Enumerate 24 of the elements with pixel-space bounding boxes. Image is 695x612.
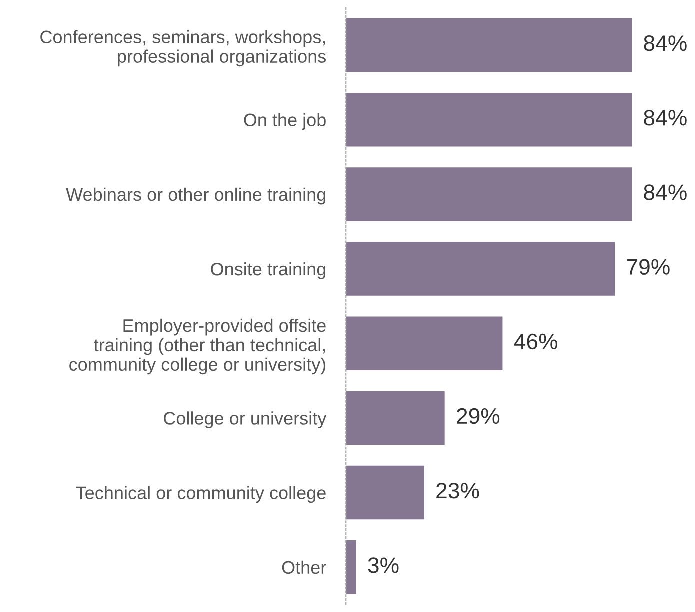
bar — [346, 466, 424, 520]
data-label: 29% — [457, 408, 500, 424]
bar — [346, 316, 503, 370]
data-label: 79% — [627, 259, 670, 275]
y-tick-label: Technical or community college — [76, 486, 326, 504]
data-label: 84% — [644, 184, 687, 200]
bar — [346, 18, 632, 72]
data-label: 3% — [368, 558, 399, 574]
data-label: 84% — [644, 110, 687, 126]
y-tick-label: On the job — [244, 113, 326, 130]
y-tick-label: College or university — [164, 412, 327, 428]
y-tick-label: Webinars or other online training — [66, 188, 326, 205]
y-tick-label: Onsite training — [211, 262, 326, 280]
y-tick-label: Employer-provided offsite training (other than technical, community college or university) — [70, 318, 326, 375]
data-label: 46% — [514, 334, 558, 350]
data-label: 84% — [644, 35, 687, 52]
bar — [346, 168, 632, 222]
bar — [346, 391, 445, 446]
y-tick-label: Conferences, seminars, workshops, professional organizations — [40, 30, 326, 67]
bar — [346, 92, 632, 147]
data-label: 23% — [436, 483, 480, 499]
y-tick-label: Other — [282, 560, 326, 574]
bar — [346, 540, 356, 594]
bar — [346, 242, 616, 296]
